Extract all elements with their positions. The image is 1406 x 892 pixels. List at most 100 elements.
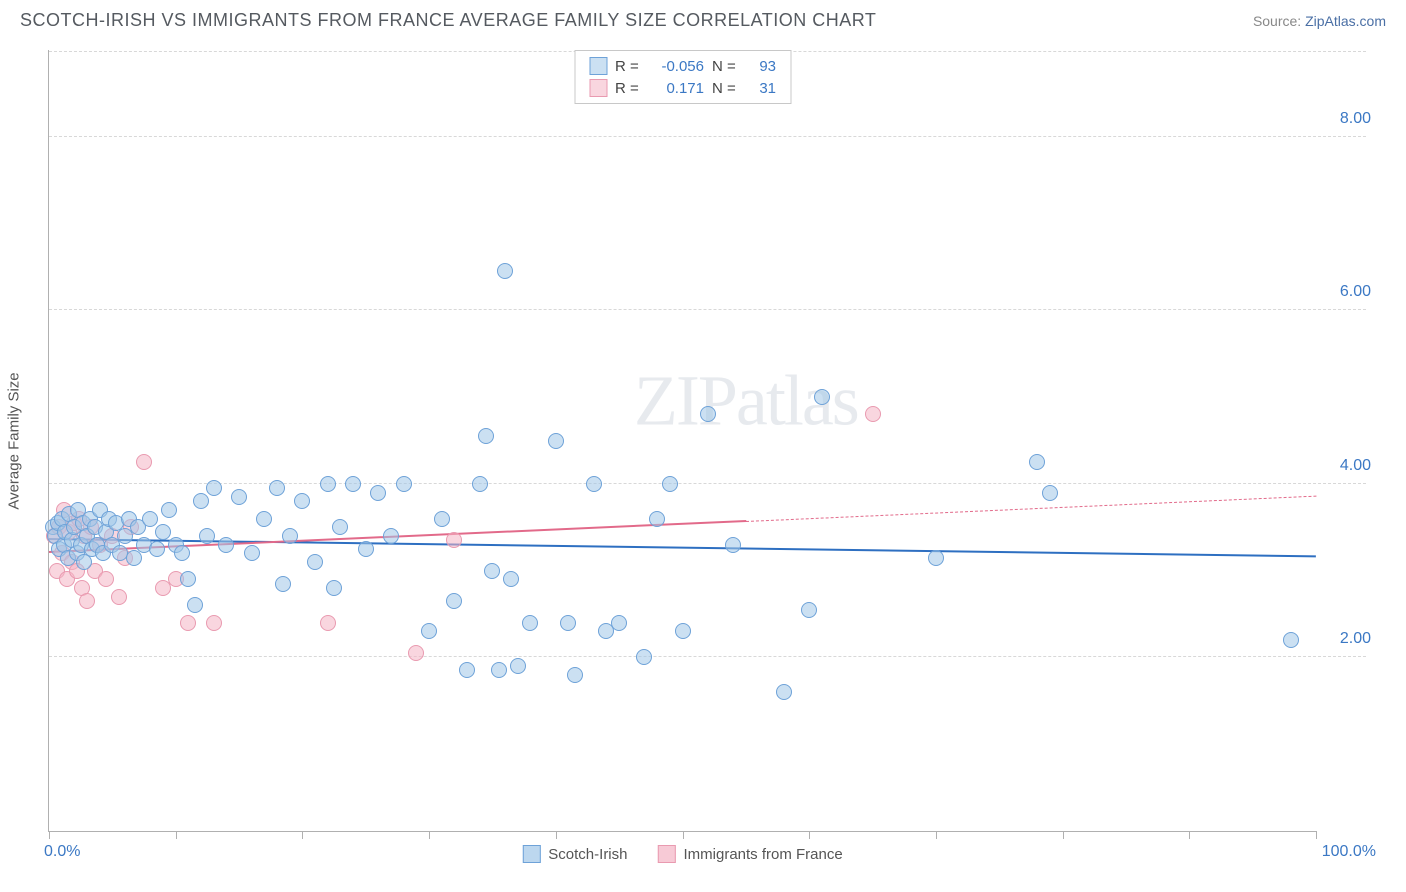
x-tick bbox=[683, 831, 684, 839]
data-point bbox=[459, 662, 475, 678]
data-point bbox=[611, 615, 627, 631]
data-point bbox=[675, 623, 691, 639]
data-point bbox=[503, 571, 519, 587]
x-tick bbox=[429, 831, 430, 839]
data-point bbox=[586, 476, 602, 492]
data-point bbox=[478, 428, 494, 444]
y-tick-label: 2.00 bbox=[1340, 630, 1371, 648]
data-point bbox=[408, 645, 424, 661]
data-point bbox=[522, 615, 538, 631]
data-point bbox=[282, 528, 298, 544]
y-axis-title: Average Family Size bbox=[6, 372, 23, 509]
stat-label: R = bbox=[615, 58, 641, 75]
data-point bbox=[446, 532, 462, 548]
data-point bbox=[370, 485, 386, 501]
x-tick bbox=[176, 831, 177, 839]
data-point bbox=[446, 593, 462, 609]
source-attribution: Source: ZipAtlas.com bbox=[1253, 13, 1386, 29]
data-point bbox=[275, 576, 291, 592]
data-point bbox=[510, 658, 526, 674]
trend-line-extrapolated bbox=[746, 496, 1316, 522]
data-point bbox=[814, 389, 830, 405]
gridline bbox=[49, 656, 1366, 657]
y-tick-label: 4.00 bbox=[1340, 457, 1371, 475]
data-point bbox=[776, 684, 792, 700]
stat-label: N = bbox=[712, 58, 738, 75]
data-point bbox=[231, 489, 247, 505]
data-point bbox=[79, 593, 95, 609]
data-point bbox=[256, 511, 272, 527]
source-link[interactable]: ZipAtlas.com bbox=[1305, 13, 1386, 29]
data-point bbox=[142, 511, 158, 527]
stat-label: N = bbox=[712, 80, 738, 97]
data-point bbox=[345, 476, 361, 492]
data-point bbox=[199, 528, 215, 544]
data-point bbox=[320, 615, 336, 631]
data-point bbox=[801, 602, 817, 618]
data-point bbox=[491, 662, 507, 678]
n-value: 31 bbox=[746, 80, 776, 97]
gridline bbox=[49, 136, 1366, 137]
data-point bbox=[180, 571, 196, 587]
r-value: 0.171 bbox=[649, 80, 704, 97]
x-tick bbox=[1189, 831, 1190, 839]
x-tick bbox=[1063, 831, 1064, 839]
data-point bbox=[320, 476, 336, 492]
gridline bbox=[49, 483, 1366, 484]
data-point bbox=[161, 502, 177, 518]
data-point bbox=[294, 493, 310, 509]
data-point bbox=[725, 537, 741, 553]
data-point bbox=[136, 454, 152, 470]
data-point bbox=[548, 433, 564, 449]
legend-swatch bbox=[522, 845, 540, 863]
data-point bbox=[472, 476, 488, 492]
x-tick bbox=[1316, 831, 1317, 839]
x-tick bbox=[936, 831, 937, 839]
data-point bbox=[149, 541, 165, 557]
data-point bbox=[700, 406, 716, 422]
x-tick bbox=[302, 831, 303, 839]
data-point bbox=[560, 615, 576, 631]
data-point bbox=[269, 480, 285, 496]
data-point bbox=[567, 667, 583, 683]
data-point bbox=[307, 554, 323, 570]
x-tick bbox=[556, 831, 557, 839]
data-point bbox=[180, 615, 196, 631]
data-point bbox=[206, 480, 222, 496]
correlation-legend: R =-0.056N =93R =0.171N =31 bbox=[574, 50, 791, 104]
data-point bbox=[111, 589, 127, 605]
trend-line bbox=[49, 538, 1316, 557]
data-point bbox=[1029, 454, 1045, 470]
legend-label: Scotch-Irish bbox=[548, 846, 627, 863]
stat-label: R = bbox=[615, 80, 641, 97]
data-point bbox=[155, 524, 171, 540]
legend-swatch bbox=[589, 79, 607, 97]
legend-swatch bbox=[658, 845, 676, 863]
data-point bbox=[865, 406, 881, 422]
x-tick bbox=[49, 831, 50, 839]
data-point bbox=[1283, 632, 1299, 648]
series-legend: Scotch-Irish Immigrants from France bbox=[522, 845, 842, 863]
data-point bbox=[434, 511, 450, 527]
y-tick-label: 8.00 bbox=[1340, 110, 1371, 128]
data-point bbox=[383, 528, 399, 544]
data-point bbox=[928, 550, 944, 566]
data-point bbox=[174, 545, 190, 561]
data-point bbox=[326, 580, 342, 596]
data-point bbox=[126, 550, 142, 566]
legend-label: Immigrants from France bbox=[684, 846, 843, 863]
data-point bbox=[421, 623, 437, 639]
chart-title: SCOTCH-IRISH VS IMMIGRANTS FROM FRANCE A… bbox=[20, 10, 876, 31]
data-point bbox=[662, 476, 678, 492]
data-point bbox=[206, 615, 222, 631]
legend-item: Immigrants from France bbox=[658, 845, 843, 863]
r-value: -0.056 bbox=[649, 58, 704, 75]
header: SCOTCH-IRISH VS IMMIGRANTS FROM FRANCE A… bbox=[0, 0, 1406, 36]
gridline bbox=[49, 309, 1366, 310]
data-point bbox=[193, 493, 209, 509]
data-point bbox=[332, 519, 348, 535]
data-point bbox=[636, 649, 652, 665]
x-label-min: 0.0% bbox=[44, 843, 80, 861]
y-tick-label: 6.00 bbox=[1340, 283, 1371, 301]
data-point bbox=[244, 545, 260, 561]
